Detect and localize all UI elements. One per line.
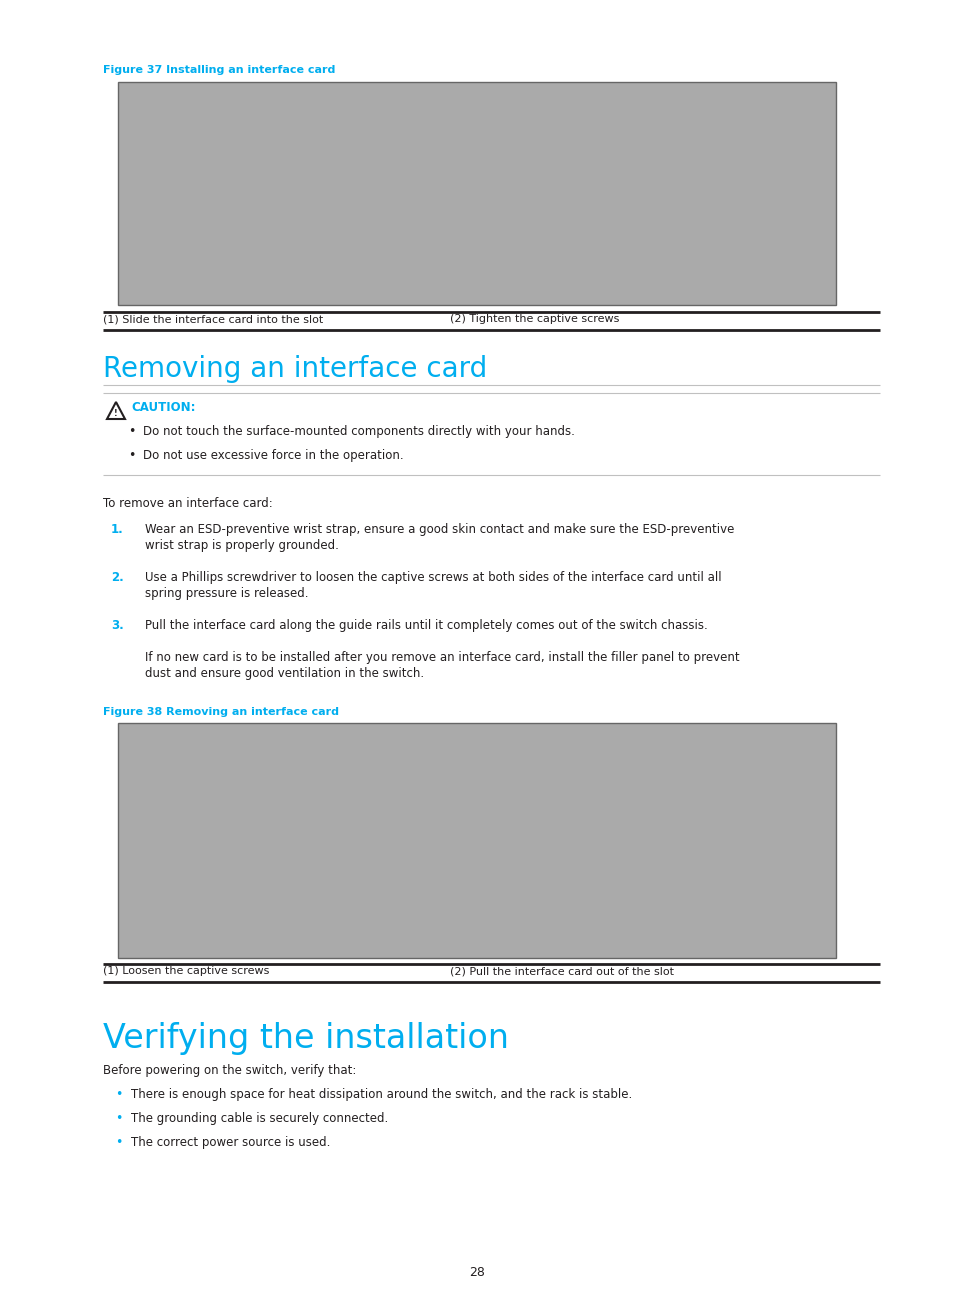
FancyBboxPatch shape <box>118 723 835 958</box>
Text: •: • <box>115 1112 122 1125</box>
Text: Do not use excessive force in the operation.: Do not use excessive force in the operat… <box>143 448 403 461</box>
Text: spring pressure is released.: spring pressure is released. <box>145 587 308 600</box>
Text: wrist strap is properly grounded.: wrist strap is properly grounded. <box>145 539 338 552</box>
Text: If no new card is to be installed after you remove an interface card, install th: If no new card is to be installed after … <box>145 651 739 664</box>
Text: 2.: 2. <box>111 572 124 584</box>
Text: •: • <box>115 1137 122 1150</box>
Text: !: ! <box>114 410 117 419</box>
Text: Figure 38 Removing an interface card: Figure 38 Removing an interface card <box>103 708 338 717</box>
Text: 3.: 3. <box>111 619 124 632</box>
Text: Wear an ESD-preventive wrist strap, ensure a good skin contact and make sure the: Wear an ESD-preventive wrist strap, ensu… <box>145 524 734 537</box>
Text: To remove an interface card:: To remove an interface card: <box>103 496 273 511</box>
Text: CAUTION:: CAUTION: <box>131 400 195 413</box>
Text: (1) Loosen the captive screws: (1) Loosen the captive screws <box>103 966 269 976</box>
Text: (2) Tighten the captive screws: (2) Tighten the captive screws <box>450 314 618 324</box>
Text: •: • <box>115 1089 122 1102</box>
Text: Before powering on the switch, verify that:: Before powering on the switch, verify th… <box>103 1064 356 1077</box>
Text: (2) Pull the interface card out of the slot: (2) Pull the interface card out of the s… <box>450 966 673 976</box>
Text: dust and ensure good ventilation in the switch.: dust and ensure good ventilation in the … <box>145 667 424 680</box>
Text: 28: 28 <box>469 1266 484 1279</box>
Text: Use a Phillips screwdriver to loosen the captive screws at both sides of the int: Use a Phillips screwdriver to loosen the… <box>145 572 720 584</box>
Text: 1.: 1. <box>111 524 124 537</box>
FancyBboxPatch shape <box>118 82 835 305</box>
Text: Do not touch the surface-mounted components directly with your hands.: Do not touch the surface-mounted compone… <box>143 425 575 438</box>
Text: There is enough space for heat dissipation around the switch, and the rack is st: There is enough space for heat dissipati… <box>131 1089 632 1102</box>
Text: Removing an interface card: Removing an interface card <box>103 355 487 384</box>
Text: Verifying the installation: Verifying the installation <box>103 1023 509 1055</box>
Text: (1) Slide the interface card into the slot: (1) Slide the interface card into the sl… <box>103 314 323 324</box>
Text: The correct power source is used.: The correct power source is used. <box>131 1137 330 1150</box>
Text: Pull the interface card along the guide rails until it completely comes out of t: Pull the interface card along the guide … <box>145 619 707 632</box>
Text: •: • <box>128 425 135 438</box>
Text: The grounding cable is securely connected.: The grounding cable is securely connecte… <box>131 1112 388 1125</box>
Text: Figure 37 Installing an interface card: Figure 37 Installing an interface card <box>103 65 335 75</box>
Text: •: • <box>128 448 135 461</box>
